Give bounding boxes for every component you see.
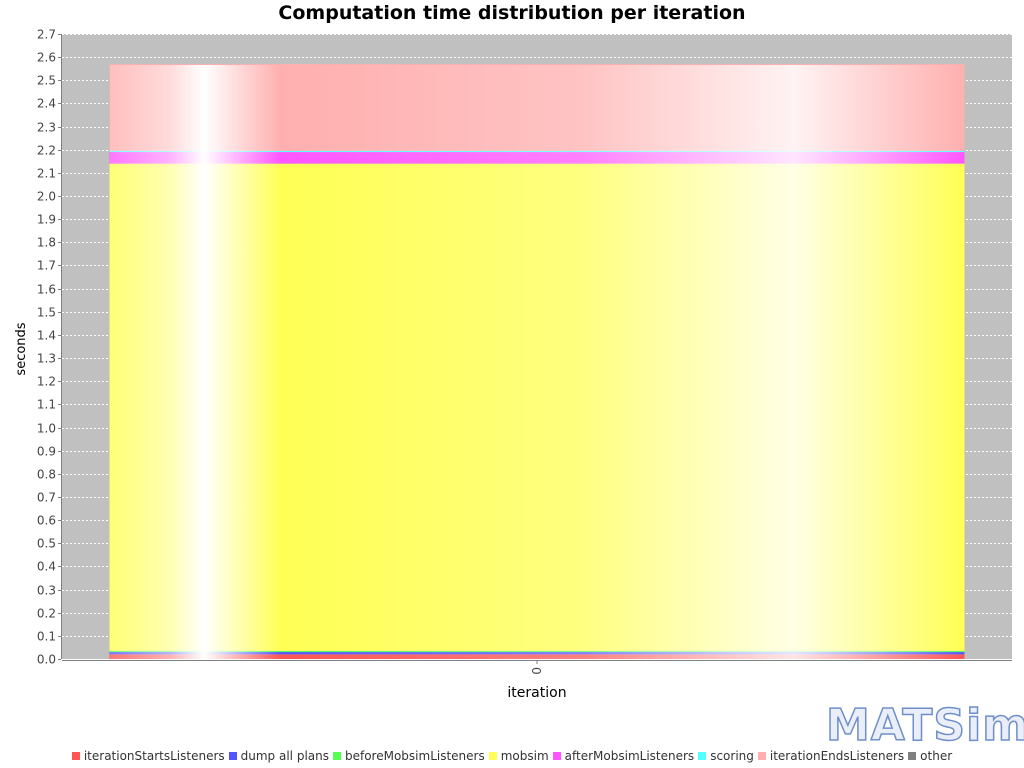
x-axis-label: iteration [507,685,566,701]
y-tick-label: 1.9 [37,213,56,227]
y-tick-label: 2.3 [37,121,56,135]
legend-swatch [488,752,497,760]
y-tick-label: 1.5 [37,306,56,320]
legend-swatch [698,752,707,760]
legend-label: afterMobsimListeners [564,749,695,763]
y-tick-label: 0.9 [37,445,56,459]
matsim-logo: MATSim [825,699,1024,752]
y-tick-label: 2.0 [37,190,56,204]
legend-item: mobsim [488,749,549,763]
legend-item: other [908,749,952,763]
y-tick-label: 1.4 [37,329,56,343]
legend-item: scoring [698,749,754,763]
legend-item: iterationStartsListeners [71,749,225,763]
y-tick-label: 1.7 [37,259,56,273]
legend-label: iterationStartsListeners [83,749,225,763]
y-tick-label: 2.2 [37,144,56,158]
y-tick-label: 0.0 [37,653,56,667]
legend-item: iterationEndsListeners [757,749,905,763]
chart-title: Computation time distribution per iterat… [278,2,746,24]
legend-label: mobsim [500,749,549,763]
y-tick-label: 1.3 [37,352,56,366]
y-tick-label: 0.2 [37,607,56,621]
y-tick-label: 1.2 [37,375,56,389]
y-tick-label: 0.5 [37,537,56,551]
y-tick-label: 1.1 [37,398,56,412]
y-tick-label: 2.5 [37,74,56,88]
legend-label: other [920,749,953,763]
y-tick-label: 0.8 [37,468,56,482]
legend-swatch [71,752,80,760]
legend-label: iterationEndsListeners [769,749,905,763]
legend-item: afterMobsimListeners [552,749,695,763]
legend-swatch [757,752,766,760]
y-tick-label: 0.6 [37,514,56,528]
y-tick-label: 0.7 [37,491,56,505]
y-tick-label: 0.4 [37,560,56,574]
y-tick-label: 2.1 [37,167,56,181]
x-tick-label: 0 [530,667,544,675]
y-axis-label: seconds [14,322,29,375]
legend-label: dump all plans [240,749,329,763]
legend-item: beforeMobsimListeners [332,749,485,763]
y-tick-label: 1.0 [37,422,56,436]
x-axis-ticks: 0 [530,661,544,675]
y-tick-label: 2.7 [37,28,56,42]
y-tick-label: 2.6 [37,51,56,65]
y-axis-ticks: 0.0 0.1 0.2 0.3 0.4 0.5 0.6 0.7 0.8 0.9 1.0 1.1 1.2 1… [37,28,61,667]
y-tick-label: 2.4 [37,97,56,111]
legend-label: scoring [710,749,754,763]
legend-swatch [332,752,341,760]
y-tick-label: 1.6 [37,283,56,297]
legend-label: beforeMobsimListeners [344,749,485,763]
legend-swatch [552,752,561,760]
bar-highlight [110,65,965,659]
legend-swatch [908,752,917,760]
y-tick-label: 0.1 [37,630,56,644]
y-tick-label: 1.8 [37,236,56,250]
legend-swatch [228,752,237,760]
legend: iterationStartsListeners dump all plans be… [0,749,1024,763]
legend-item: dump all plans [228,749,329,763]
y-tick-label: 0.3 [37,584,56,598]
